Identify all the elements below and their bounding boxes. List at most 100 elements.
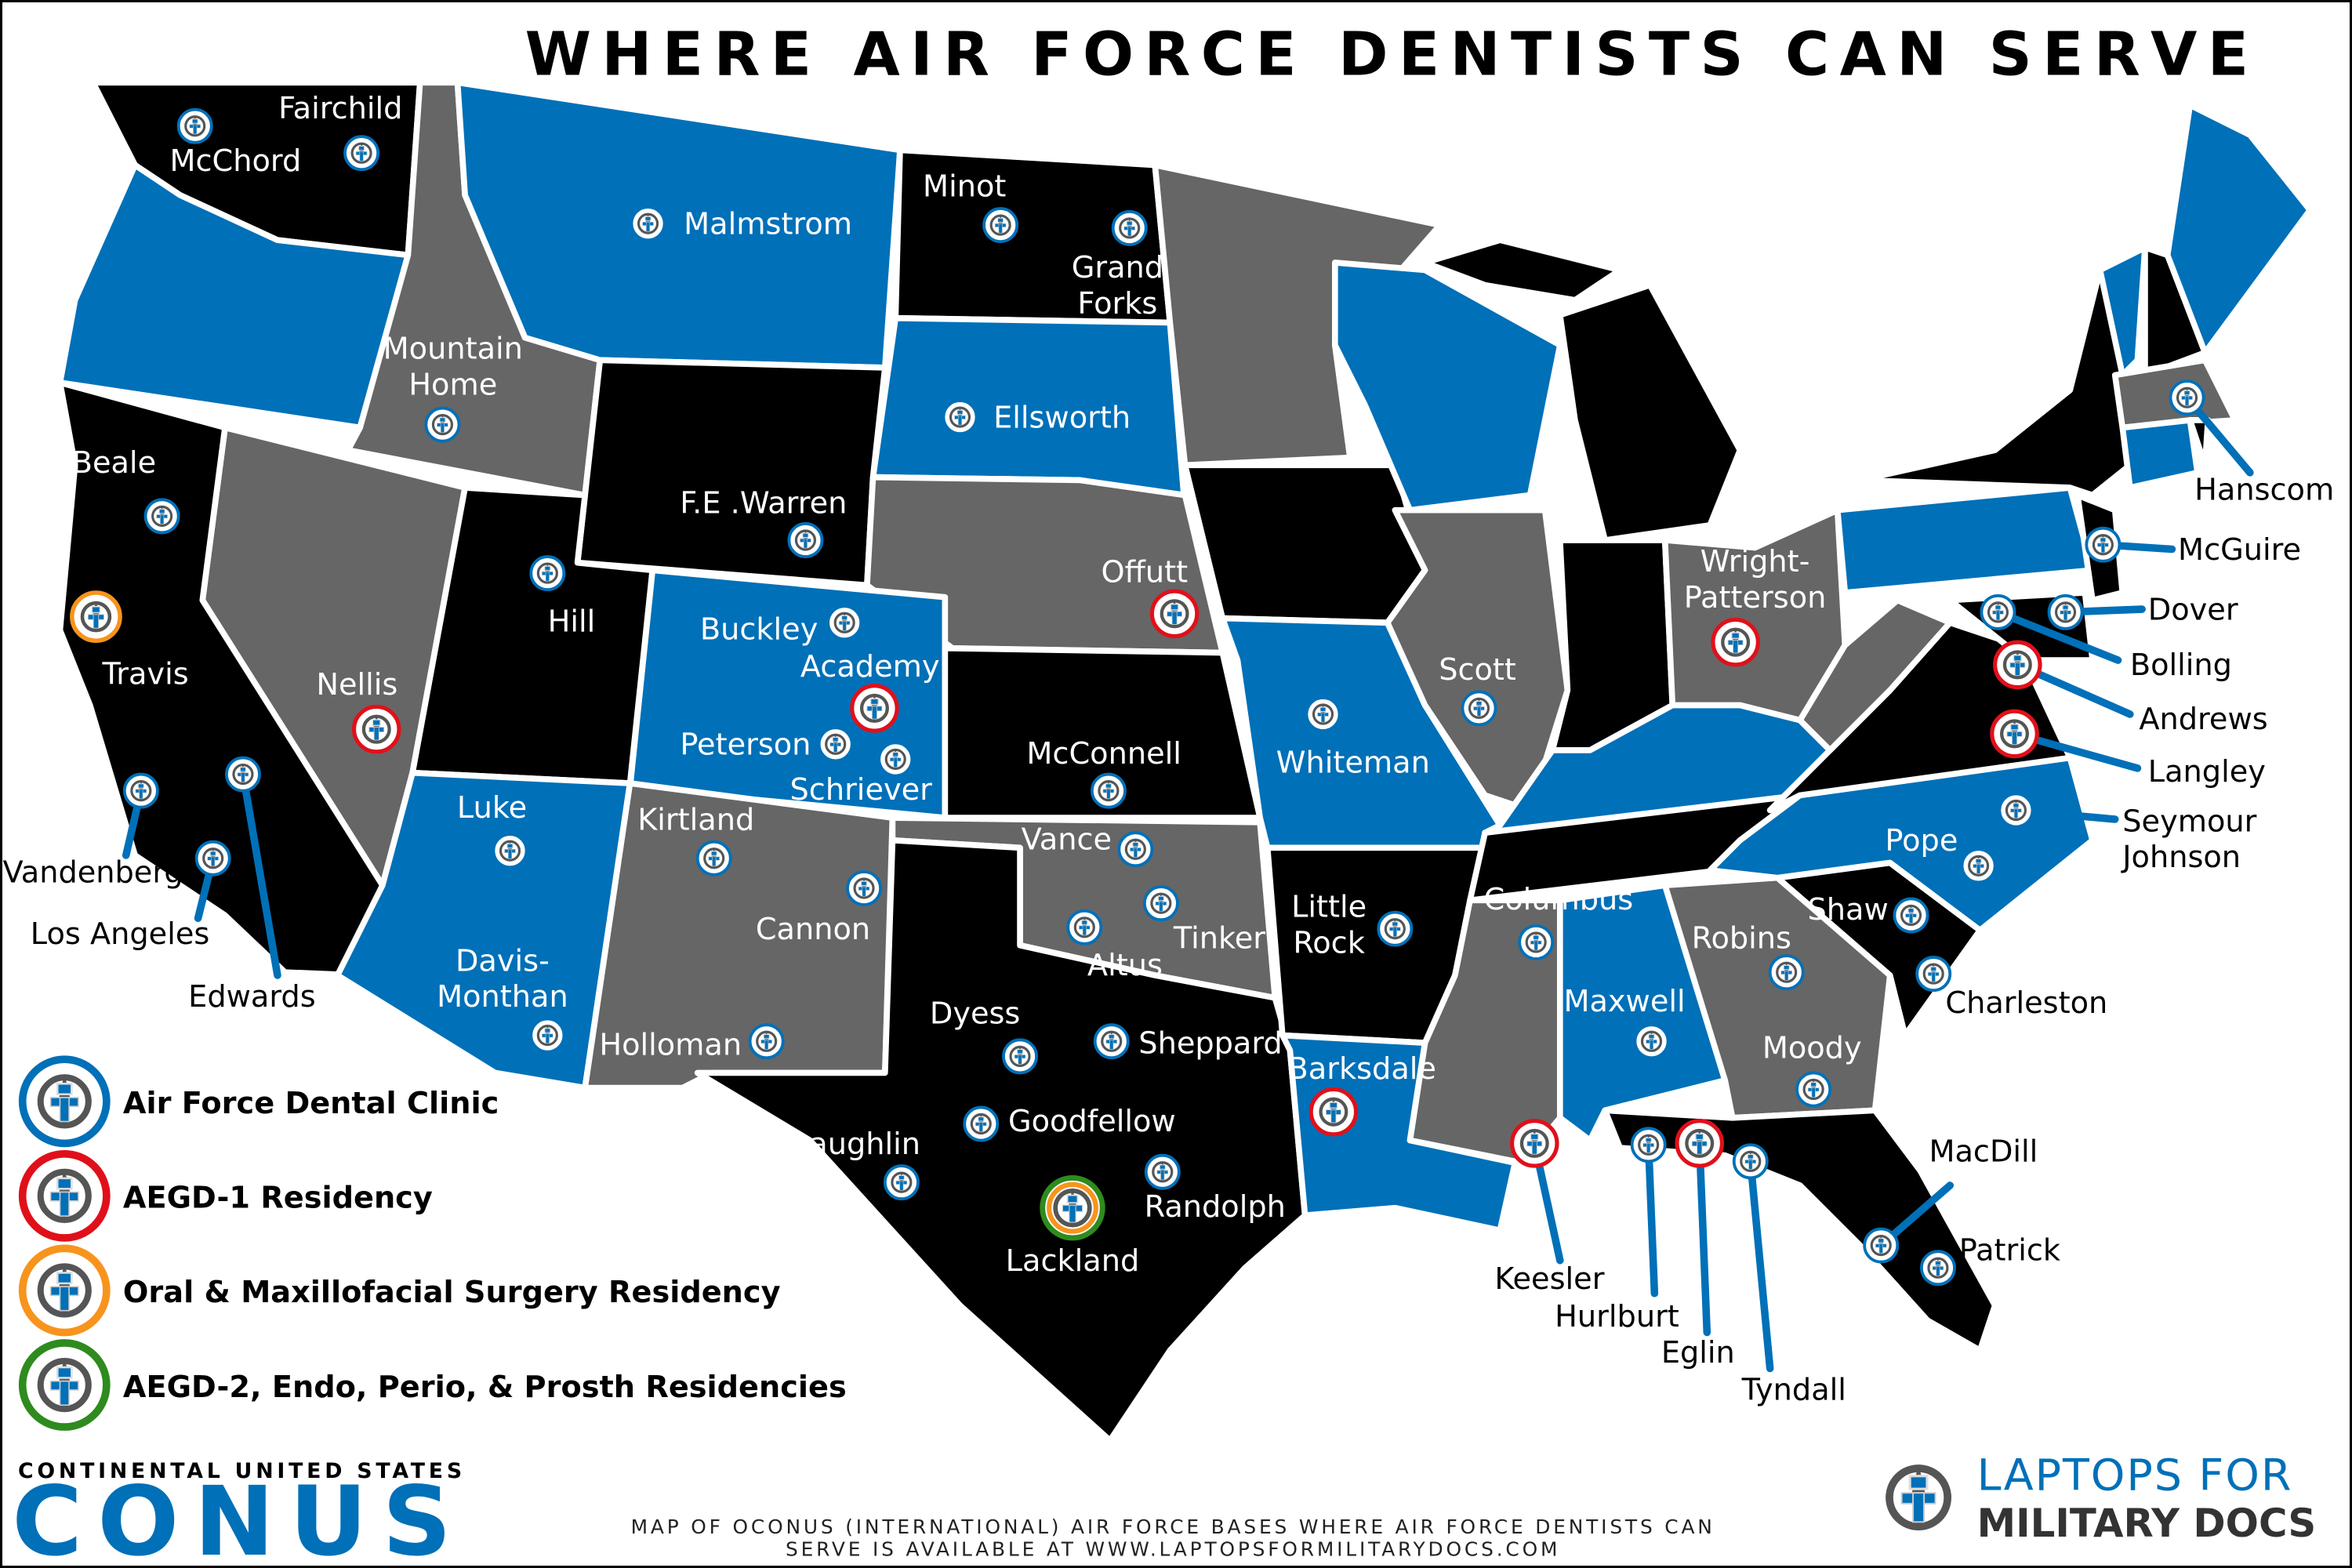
base-marker[interactable]: [529, 1017, 566, 1054]
base-label: Whiteman: [1276, 746, 1430, 781]
state-pa: [1834, 485, 2096, 596]
base-marker[interactable]: [1509, 1119, 1559, 1168]
base-marker[interactable]: [2047, 593, 2084, 630]
state-ri: [2187, 417, 2212, 469]
base-marker[interactable]: [1040, 1174, 1105, 1241]
base-marker[interactable]: [1149, 589, 1200, 639]
base-label: Lackland: [1006, 1243, 1140, 1279]
base-marker[interactable]: [1377, 910, 1414, 947]
base-marker[interactable]: [1675, 1119, 1725, 1168]
base-label: Los Angeles: [31, 916, 209, 952]
base-label: Academy: [800, 649, 940, 684]
base-marker[interactable]: [2085, 526, 2122, 563]
base-marker[interactable]: [70, 590, 122, 643]
base-marker[interactable]: [826, 604, 863, 641]
base-marker[interactable]: [817, 726, 854, 763]
base-label: Edwards: [188, 979, 315, 1014]
base-marker[interactable]: [1795, 1071, 1832, 1108]
base-marker[interactable]: [850, 684, 899, 733]
base-marker[interactable]: [846, 870, 882, 906]
base-label: Tyndall: [1741, 1373, 1846, 1408]
state-nc: [1707, 754, 2096, 934]
base-marker[interactable]: [630, 205, 666, 242]
base-marker[interactable]: [1305, 696, 1341, 732]
base-marker[interactable]: [942, 399, 978, 436]
base-label: Holloman: [599, 1027, 742, 1062]
base-label: Eglin: [1661, 1335, 1735, 1370]
base-marker[interactable]: [1998, 792, 2034, 829]
base-label: Grand Forks: [1072, 250, 1163, 321]
base-marker[interactable]: [143, 498, 180, 535]
base-label: Buckley: [700, 612, 818, 647]
base-label: Malmstrom: [684, 207, 852, 242]
base-marker[interactable]: [1863, 1227, 1900, 1264]
base-label: Charleston: [1945, 985, 2107, 1021]
footnote-line-1: MAP OF OCONUS (INTERNATIONAL) AIR FORCE …: [631, 1515, 1715, 1538]
legend-label: Oral & Maxillofacial Surgery Residency: [123, 1275, 781, 1310]
base-marker[interactable]: [1461, 690, 1497, 727]
state-vt: [2096, 244, 2148, 379]
base-marker[interactable]: [194, 840, 231, 877]
base-marker[interactable]: [351, 704, 401, 754]
base-marker[interactable]: [1980, 593, 2016, 630]
base-marker[interactable]: [1993, 640, 2042, 690]
base-label: Nellis: [316, 667, 397, 702]
base-marker[interactable]: [1768, 954, 1805, 991]
base-marker[interactable]: [963, 1105, 1000, 1142]
base-label: Minot: [923, 169, 1006, 205]
base-label: Fairchild: [278, 91, 402, 126]
map-title: WHERE AIR FORCE DENTISTS CAN SERVE: [525, 20, 2259, 90]
base-marker[interactable]: [1960, 848, 1997, 884]
base-marker[interactable]: [1111, 209, 1148, 246]
base-marker[interactable]: [877, 741, 914, 778]
base-marker[interactable]: [1915, 956, 1952, 993]
base-marker[interactable]: [343, 135, 380, 172]
base-marker[interactable]: [748, 1023, 785, 1060]
base-marker[interactable]: [1732, 1143, 1769, 1180]
base-marker[interactable]: [1990, 709, 2039, 759]
base-marker[interactable]: [1919, 1250, 1956, 1287]
base-marker[interactable]: [1893, 897, 1929, 934]
base-marker[interactable]: [2169, 379, 2205, 416]
base-label: MacDill: [1929, 1134, 2038, 1169]
base-label: Little Rock: [1291, 889, 1367, 960]
region-name: CONUS: [12, 1465, 466, 1568]
base-marker[interactable]: [1633, 1023, 1670, 1060]
base-marker[interactable]: [176, 107, 213, 144]
base-marker[interactable]: [529, 555, 566, 592]
logo-line-2: MILITARY DOCS: [1977, 1501, 2317, 1546]
base-marker[interactable]: [883, 1164, 920, 1201]
base-marker[interactable]: [492, 833, 528, 869]
base-marker[interactable]: [982, 207, 1019, 244]
base-marker[interactable]: [1093, 1023, 1130, 1060]
base-marker[interactable]: [1117, 831, 1154, 868]
base-marker[interactable]: [1002, 1038, 1038, 1075]
base-marker[interactable]: [424, 406, 461, 443]
base-marker[interactable]: [1308, 1087, 1359, 1137]
base-marker[interactable]: [1630, 1127, 1667, 1163]
base-label: Luke: [457, 790, 527, 826]
base-marker[interactable]: [1066, 909, 1103, 946]
base-label: McChord: [169, 143, 301, 179]
base-marker[interactable]: [1142, 885, 1179, 922]
legend-item-clinic: Air Force Dental Clinic: [18, 1055, 499, 1148]
base-marker[interactable]: [122, 772, 159, 809]
base-marker[interactable]: [1711, 617, 1760, 667]
base-label: F.E .Warren: [680, 486, 847, 521]
base-marker[interactable]: [1090, 772, 1127, 809]
state-mi-upper: [1421, 237, 1624, 303]
base-marker[interactable]: [225, 756, 261, 793]
state-ia: [1181, 462, 1428, 626]
base-marker[interactable]: [787, 522, 824, 558]
medical-cross-compass-laptop-icon: [1863, 1442, 1974, 1553]
base-label: Seymour Johnson: [2121, 804, 2256, 875]
base-label: Patrick: [1959, 1233, 2061, 1269]
state-il: [1384, 506, 1571, 814]
base-marker[interactable]: [695, 840, 732, 877]
base-marker[interactable]: [1518, 924, 1555, 960]
base-marker[interactable]: [1144, 1153, 1181, 1190]
base-label: Kirtland: [637, 802, 754, 837]
base-label: Cannon: [756, 912, 870, 947]
